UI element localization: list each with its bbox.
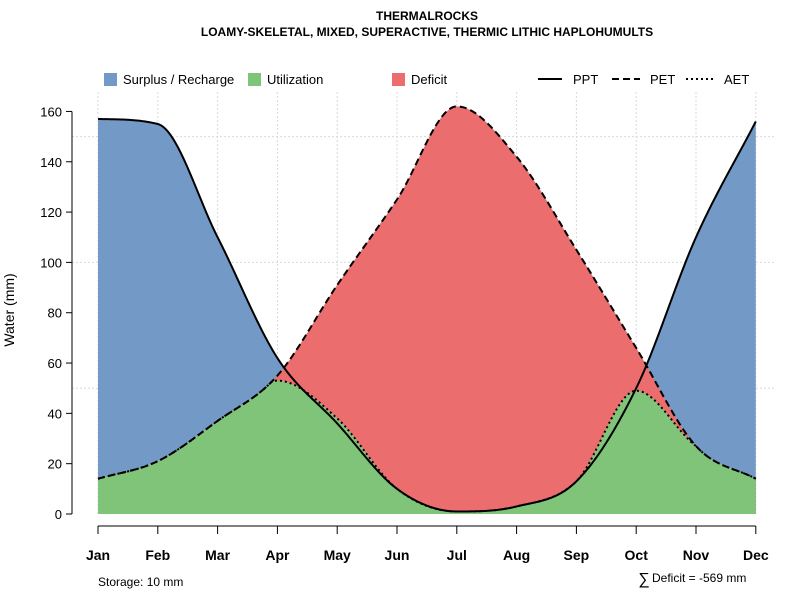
series-line-aet xyxy=(97,379,757,513)
x-tick-label: Jul xyxy=(447,547,467,563)
legend-label-aet: AET xyxy=(724,72,749,87)
legend-swatch-surplus xyxy=(104,73,117,86)
y-axis-label: Water (mm) xyxy=(1,273,17,346)
legend-label-ppt: PPT xyxy=(573,72,598,87)
deficit-sum-symbol: ∑ xyxy=(638,571,649,588)
y-tick-label: 40 xyxy=(48,406,62,421)
legend-label-pet: PET xyxy=(650,72,675,87)
utilization-area xyxy=(98,380,756,514)
y-tick-label: 160 xyxy=(40,104,62,119)
x-tick-label: Oct xyxy=(625,547,649,563)
area-fills xyxy=(98,106,756,514)
y-tick-label: 120 xyxy=(40,205,62,220)
legend-label-utilization: Utilization xyxy=(267,72,323,87)
legend: Surplus / Recharge Utilization Deficit P… xyxy=(104,72,749,87)
x-tick-label: Aug xyxy=(503,547,530,563)
x-tick-label: Dec xyxy=(743,547,769,563)
chart-subtitle: LOAMY-SKELETAL, MIXED, SUPERACTIVE, THER… xyxy=(201,25,653,39)
x-tick-label: Feb xyxy=(145,547,170,563)
x-tick-label: Jun xyxy=(385,547,410,563)
series-lines xyxy=(97,105,757,513)
series-line-pet xyxy=(97,105,757,480)
x-tick-label: Nov xyxy=(683,547,710,563)
x-tick-label: Jan xyxy=(86,547,110,563)
x-tick-label: Sep xyxy=(564,547,590,563)
legend-label-deficit: Deficit xyxy=(411,72,448,87)
legend-label-surplus: Surplus / Recharge xyxy=(123,72,234,87)
deficit-note: Deficit = -569 mm xyxy=(652,571,746,585)
y-tick-label: 60 xyxy=(48,356,62,371)
y-tick-label: 20 xyxy=(48,457,62,472)
y-tick-label: 100 xyxy=(40,255,62,270)
legend-swatch-utilization xyxy=(248,73,261,86)
x-tick-label: Apr xyxy=(265,547,290,563)
legend-swatch-deficit xyxy=(392,73,405,86)
y-tick-label: 140 xyxy=(40,155,62,170)
y-tick-label: 0 xyxy=(55,507,62,522)
storage-note: Storage: 10 mm xyxy=(98,575,183,589)
chart-title: THERMALROCKS xyxy=(376,9,478,23)
x-tick-label: Mar xyxy=(205,547,230,563)
y-tick-label: 80 xyxy=(48,306,62,321)
x-tick-label: May xyxy=(324,547,351,563)
axes: 0 20 40 60 80 100 120 140 160 Jan Feb Mar Apr May Jun J… xyxy=(40,104,769,563)
